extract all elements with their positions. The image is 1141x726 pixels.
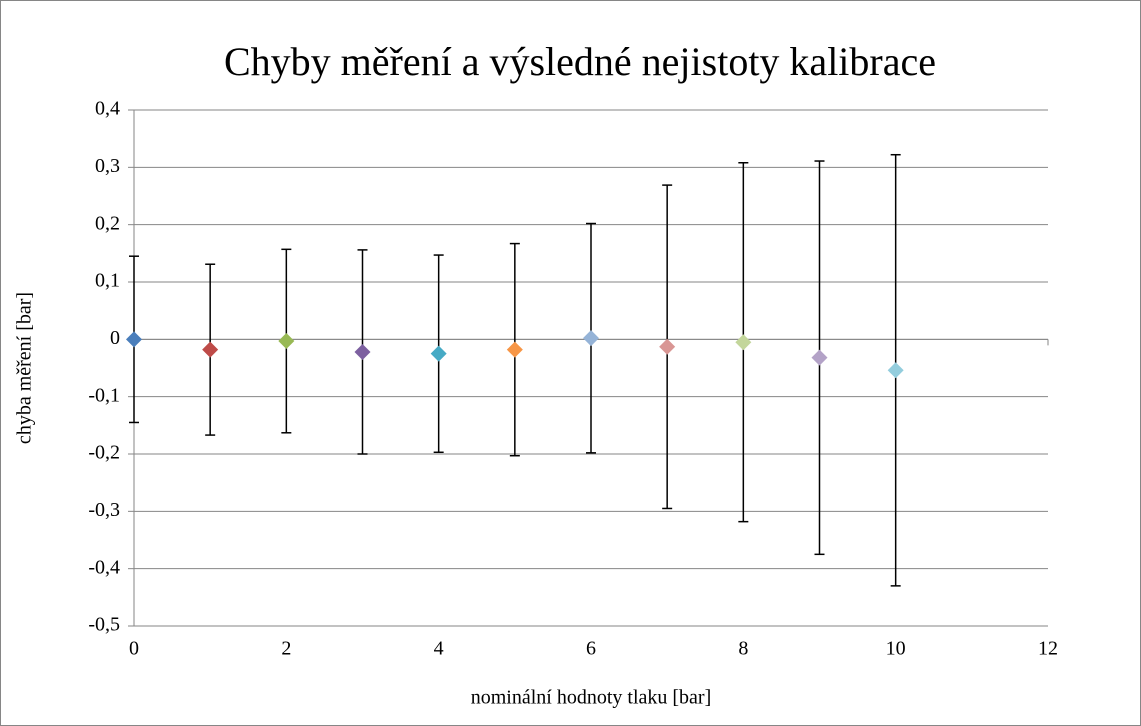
- x-tick-label: 6: [586, 638, 596, 660]
- marker: [354, 343, 371, 360]
- chart-title: Chyby měření a výsledné nejistoty kalibr…: [224, 39, 936, 84]
- x-tick-label: 12: [1038, 638, 1058, 660]
- marker: [430, 345, 447, 362]
- y-tick-label: 0,3: [95, 155, 120, 177]
- marker: [735, 334, 752, 351]
- y-tick-label: -0,1: [88, 384, 120, 406]
- y-tick-label: -0,5: [88, 614, 120, 636]
- x-tick-label: 0: [129, 638, 139, 660]
- x-axis-label: nominální hodnoty tlaku [bar]: [471, 687, 712, 709]
- y-tick-label: -0,2: [88, 442, 120, 464]
- marker: [506, 341, 523, 358]
- x-tick-label: 8: [738, 638, 748, 660]
- marker: [278, 333, 295, 350]
- y-tick-label: 0,1: [95, 270, 120, 292]
- x-tick-label: 10: [886, 638, 906, 660]
- marker: [887, 362, 904, 379]
- y-tick-label: -0,4: [88, 556, 120, 578]
- y-tick-label: 0,2: [95, 212, 120, 234]
- x-tick-label: 4: [434, 638, 444, 660]
- y-tick-label: 0,4: [95, 98, 120, 120]
- marker: [659, 338, 676, 355]
- y-tick-label: -0,3: [88, 499, 120, 521]
- marker: [583, 330, 599, 347]
- marker: [811, 349, 828, 366]
- marker: [126, 331, 142, 348]
- y-axis-label: chyba měření [bar]: [14, 292, 36, 444]
- y-tick-label: 0: [110, 327, 120, 349]
- x-tick-label: 2: [281, 638, 291, 660]
- marker: [202, 341, 219, 358]
